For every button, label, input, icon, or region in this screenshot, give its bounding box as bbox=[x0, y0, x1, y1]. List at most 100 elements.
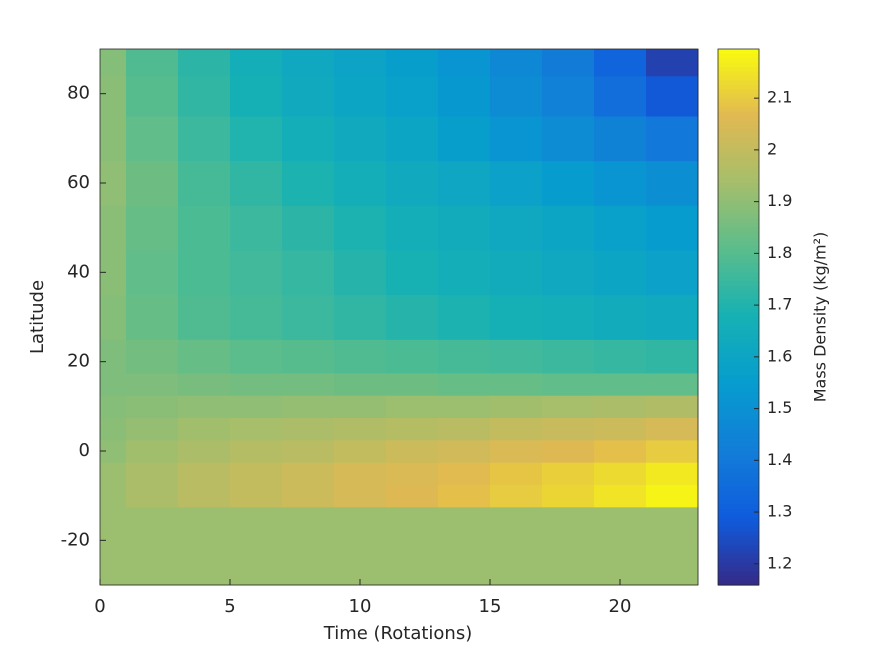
heatmap-cell bbox=[386, 540, 439, 586]
colorbar-swatch bbox=[718, 451, 759, 457]
colorbar-swatch bbox=[718, 544, 759, 550]
colorbar: 1.2 1.3 1.4 1.5 1.6 1.7 1.8 1.9 2 2.1 bbox=[717, 48, 792, 586]
heatmap-cell bbox=[230, 205, 283, 251]
colorbar-swatch bbox=[718, 156, 759, 162]
heatmap-cell bbox=[438, 484, 491, 508]
heatmap-cell bbox=[126, 160, 179, 206]
colorbar-swatch bbox=[718, 223, 759, 229]
heatmap-cell bbox=[490, 395, 543, 418]
colorbar-swatch bbox=[718, 102, 759, 108]
colorbar-swatch bbox=[718, 455, 759, 461]
colorbar-swatch bbox=[718, 263, 759, 269]
heatmap-cell bbox=[126, 116, 179, 162]
heatmap-cell bbox=[490, 205, 543, 251]
colorbar-swatch bbox=[718, 299, 759, 305]
y-tick-label: 80 bbox=[67, 83, 90, 104]
heatmap-cell bbox=[282, 462, 335, 485]
colorbar-swatch bbox=[718, 357, 759, 363]
heatmap-cell bbox=[542, 417, 595, 441]
heatmap-cell bbox=[646, 205, 699, 251]
heatmap-cell bbox=[230, 75, 283, 117]
colorbar-swatch bbox=[718, 107, 759, 113]
heatmap-cell bbox=[542, 540, 595, 586]
heatmap-cell bbox=[100, 205, 127, 251]
heatmap-cell bbox=[646, 372, 699, 396]
heatmap-cell bbox=[646, 116, 699, 162]
heatmap-cell bbox=[386, 395, 439, 418]
heatmap-cell bbox=[542, 372, 595, 396]
colorbar-swatch bbox=[718, 281, 759, 287]
colorbar-swatch bbox=[718, 205, 759, 211]
colorbar-tick-label: 2.1 bbox=[767, 88, 792, 107]
heatmap-cell bbox=[386, 462, 439, 485]
heatmap-cell bbox=[178, 484, 231, 508]
colorbar-tick-label: 1.4 bbox=[767, 450, 792, 469]
colorbar-swatch bbox=[718, 120, 759, 126]
heatmap-cell bbox=[386, 205, 439, 251]
colorbar-swatch bbox=[718, 424, 759, 430]
heatmap-cell bbox=[282, 540, 335, 586]
colorbar-swatch bbox=[718, 66, 759, 72]
heatmap-cell bbox=[438, 294, 491, 340]
heatmap-cell bbox=[334, 294, 387, 340]
colorbar-swatch bbox=[718, 196, 759, 202]
heatmap-cell bbox=[178, 462, 231, 485]
heatmap-cell bbox=[230, 116, 283, 162]
heatmap-cell bbox=[386, 339, 439, 374]
colorbar-swatch bbox=[718, 254, 759, 260]
colorbar-swatch bbox=[718, 245, 759, 251]
heatmap-cell bbox=[334, 540, 387, 586]
colorbar-swatch bbox=[718, 361, 759, 367]
colorbar-swatch bbox=[718, 580, 759, 586]
colorbar-swatch bbox=[718, 178, 759, 184]
colorbar-swatch bbox=[718, 526, 759, 532]
heatmap-cell bbox=[230, 49, 283, 77]
heatmap-cell bbox=[386, 49, 439, 77]
colorbar-swatch bbox=[718, 98, 759, 104]
heatmap-cell bbox=[126, 417, 179, 441]
heatmap-cell bbox=[438, 250, 491, 296]
heatmap-cell bbox=[126, 484, 179, 508]
y-tick-label: 20 bbox=[67, 351, 90, 372]
heatmap-cell bbox=[282, 294, 335, 340]
heatmap-cell bbox=[646, 160, 699, 206]
colorbar-swatch bbox=[718, 348, 759, 354]
heatmap-cell bbox=[178, 294, 231, 340]
heatmap-cell bbox=[282, 395, 335, 418]
colorbar-frame bbox=[717, 48, 760, 586]
colorbar-swatch bbox=[718, 419, 759, 425]
heatmap-cell bbox=[438, 75, 491, 117]
colorbar-swatch bbox=[718, 535, 759, 541]
heatmap-cell bbox=[646, 540, 699, 586]
colorbar-swatch bbox=[718, 93, 759, 99]
colorbar-swatch bbox=[718, 272, 759, 278]
heatmap-cell bbox=[282, 250, 335, 296]
heatmap-cell bbox=[178, 75, 231, 117]
heatmap-cell bbox=[386, 75, 439, 117]
heatmap-cell bbox=[386, 417, 439, 441]
heatmap-cell bbox=[386, 506, 439, 541]
colorbar-swatch bbox=[718, 415, 759, 421]
heatmap-cell bbox=[282, 372, 335, 396]
colorbar-swatch bbox=[718, 567, 759, 573]
colorbar-swatch bbox=[718, 138, 759, 144]
colorbar-swatch bbox=[718, 459, 759, 465]
heatmap-cell bbox=[490, 339, 543, 374]
colorbar-swatch bbox=[718, 294, 759, 300]
heatmap-cell bbox=[100, 49, 127, 77]
colorbar-swatch bbox=[718, 388, 759, 394]
colorbar-swatch bbox=[718, 513, 759, 519]
colorbar-swatch bbox=[718, 62, 759, 68]
colorbar-swatch bbox=[718, 486, 759, 492]
heatmap-cell bbox=[490, 417, 543, 441]
colorbar-swatch bbox=[718, 325, 759, 331]
colorbar-swatch bbox=[718, 214, 759, 220]
colorbar-swatch bbox=[718, 151, 759, 157]
x-tick-label: 0 bbox=[94, 596, 105, 617]
colorbar-swatch bbox=[718, 370, 759, 376]
heatmap-cell bbox=[126, 540, 179, 586]
colorbar-swatch bbox=[718, 473, 759, 479]
heatmap-cell bbox=[490, 506, 543, 541]
colorbar-swatch bbox=[718, 200, 759, 206]
heatmap-cell bbox=[282, 484, 335, 508]
